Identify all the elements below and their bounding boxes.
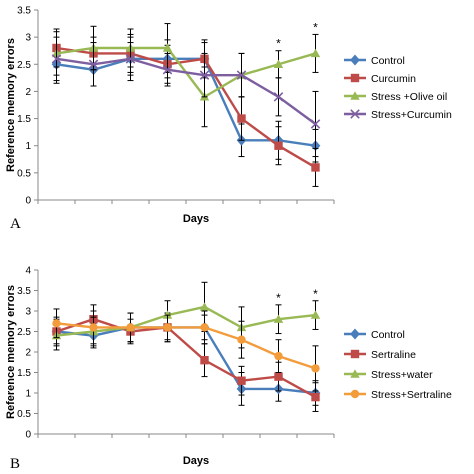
data-point	[273, 59, 284, 68]
data-point	[310, 310, 321, 319]
series-line	[56, 322, 316, 370]
y-tick-label: 0	[25, 196, 31, 207]
legend-item: Control	[344, 54, 405, 67]
y-tick-label: 2.5	[17, 60, 31, 71]
legend-label: Stress+Curcumin	[371, 109, 452, 121]
data-point	[310, 119, 321, 129]
data-point	[274, 351, 283, 361]
legend-swatch-marker	[350, 54, 360, 66]
data-point	[237, 114, 246, 123]
legend-item: Curcumin	[344, 73, 416, 85]
series-line	[56, 317, 317, 399]
legend-swatch-marker	[350, 389, 360, 399]
data-point	[311, 392, 320, 402]
data-point	[236, 70, 247, 80]
panel-letter: A	[10, 216, 21, 232]
y-tick-label: 2	[25, 87, 31, 98]
data-point	[163, 323, 172, 332]
chart-panel-b: 0 0.5 1 1.5 2 2.5 3 3.5 4 Reference memory errors…	[5, 266, 452, 473]
data-point	[88, 59, 99, 70]
y-tick-label: 3.5	[17, 286, 31, 297]
legend-swatch-marker	[350, 73, 360, 83]
legend-label: Stress+water	[371, 369, 433, 381]
data-point	[162, 310, 173, 319]
data-point	[311, 364, 320, 373]
legend-swatch-marker	[350, 109, 360, 119]
legend-item: Stress+Sertraline	[344, 389, 452, 401]
y-tick-label: 1.5	[17, 368, 31, 379]
data-point	[126, 323, 135, 332]
y-tick-label: 0	[25, 430, 31, 441]
significance-star: *	[276, 37, 281, 51]
data-point	[199, 302, 210, 311]
y-tick-label: 3	[25, 33, 31, 44]
panel-letter: B	[10, 456, 20, 472]
data-point	[200, 323, 209, 332]
legend-swatch-marker	[350, 349, 360, 359]
legend-item: Stress +Olive oil	[344, 91, 447, 103]
data-point	[274, 141, 283, 150]
y-tick-label: 1	[25, 141, 31, 152]
legend-item: Control	[344, 328, 405, 341]
significance-star: *	[276, 291, 281, 305]
legend-label: Stress+Sertraline	[371, 389, 452, 401]
y-axis-label: Reference memory errors	[5, 38, 17, 172]
legend-swatch-marker	[350, 328, 360, 340]
y-tick-label: 2	[25, 348, 31, 359]
legend-label: Curcumin	[371, 73, 416, 85]
series-line	[56, 57, 317, 125]
series-line	[56, 46, 317, 169]
data-point	[310, 48, 321, 58]
chart-panel-a: 0 0.5 1 1.5 2 2.5 3 3.5 Reference memory errors D…	[5, 6, 452, 233]
data-point	[237, 376, 246, 385]
legend-item: Stress+Curcumin	[344, 109, 452, 121]
y-tick-label: 2.5	[17, 327, 31, 338]
data-point	[311, 163, 320, 172]
data-point	[162, 64, 173, 75]
data-point	[52, 319, 61, 328]
data-point	[273, 92, 284, 102]
y-tick-label: 4	[25, 266, 31, 277]
x-axis-label: Days	[183, 213, 209, 225]
legend-swatch-marker	[350, 91, 360, 100]
y-tick-label: 1.5	[17, 114, 31, 125]
significance-star: *	[313, 287, 318, 301]
data-point	[237, 335, 246, 344]
legend-item: Sertraline	[344, 349, 416, 361]
data-point	[273, 314, 284, 323]
y-tick-label: 3	[25, 307, 31, 318]
legend-item: Stress+water	[344, 369, 433, 381]
data-point	[51, 54, 62, 64]
legend-label: Sertraline	[371, 349, 416, 361]
legend-label: Control	[371, 329, 405, 341]
y-tick-label: 0.5	[17, 409, 31, 420]
data-point	[200, 356, 209, 365]
series-curcumin	[52, 28, 320, 187]
series-line	[56, 305, 316, 337]
data-point	[162, 43, 173, 52]
data-point	[125, 54, 136, 64]
legend-swatch-marker	[350, 369, 360, 378]
y-tick-label: 1	[25, 389, 31, 400]
significance-star: *	[313, 20, 318, 34]
y-axis-label: Reference memory errors	[5, 285, 17, 419]
data-point	[274, 372, 283, 381]
y-tick-label: 3.5	[17, 6, 31, 17]
series-stress-sertraline	[52, 308, 320, 392]
data-point	[199, 70, 210, 80]
x-axis-label: Days	[183, 455, 209, 467]
y-tick-label: 0.5	[17, 168, 31, 179]
legend-label: Stress +Olive oil	[371, 91, 447, 103]
data-point	[89, 323, 98, 332]
series-stress-curcumin	[51, 36, 321, 158]
legend-label: Control	[371, 55, 405, 67]
